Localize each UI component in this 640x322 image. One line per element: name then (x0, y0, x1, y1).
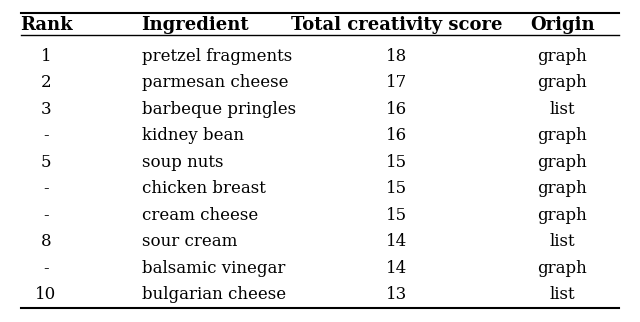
Text: graph: graph (537, 154, 587, 171)
Text: Ingredient: Ingredient (141, 16, 249, 34)
Text: 5: 5 (41, 154, 51, 171)
Text: graph: graph (537, 207, 587, 224)
Text: -: - (43, 180, 49, 197)
Text: -: - (43, 260, 49, 277)
Text: 16: 16 (386, 101, 407, 118)
Text: graph: graph (537, 127, 587, 144)
Text: 18: 18 (386, 48, 407, 65)
Text: 1: 1 (41, 48, 51, 65)
Text: Rank: Rank (20, 16, 72, 34)
Text: 3: 3 (41, 101, 51, 118)
Text: graph: graph (537, 260, 587, 277)
Text: Origin: Origin (530, 16, 595, 34)
Text: kidney bean: kidney bean (141, 127, 244, 144)
Text: balsamic vinegar: balsamic vinegar (141, 260, 285, 277)
Text: barbeque pringles: barbeque pringles (141, 101, 296, 118)
Text: cream cheese: cream cheese (141, 207, 258, 224)
Text: 10: 10 (35, 286, 56, 303)
Text: 8: 8 (41, 233, 51, 250)
Text: 15: 15 (386, 180, 407, 197)
Text: list: list (549, 233, 575, 250)
Text: 15: 15 (386, 207, 407, 224)
Text: chicken breast: chicken breast (141, 180, 266, 197)
Text: 17: 17 (386, 74, 407, 91)
Text: 2: 2 (41, 74, 51, 91)
Text: list: list (549, 286, 575, 303)
Text: -: - (43, 127, 49, 144)
Text: 15: 15 (386, 154, 407, 171)
Text: list: list (549, 101, 575, 118)
Text: soup nuts: soup nuts (141, 154, 223, 171)
Text: 14: 14 (386, 233, 407, 250)
Text: bulgarian cheese: bulgarian cheese (141, 286, 285, 303)
Text: 14: 14 (386, 260, 407, 277)
Text: parmesan cheese: parmesan cheese (141, 74, 288, 91)
Text: graph: graph (537, 74, 587, 91)
Text: pretzel fragments: pretzel fragments (141, 48, 292, 65)
Text: 13: 13 (386, 286, 407, 303)
Text: Total creativity score: Total creativity score (291, 16, 502, 34)
Text: 16: 16 (386, 127, 407, 144)
Text: graph: graph (537, 180, 587, 197)
Text: graph: graph (537, 48, 587, 65)
Text: sour cream: sour cream (141, 233, 237, 250)
Text: -: - (43, 207, 49, 224)
